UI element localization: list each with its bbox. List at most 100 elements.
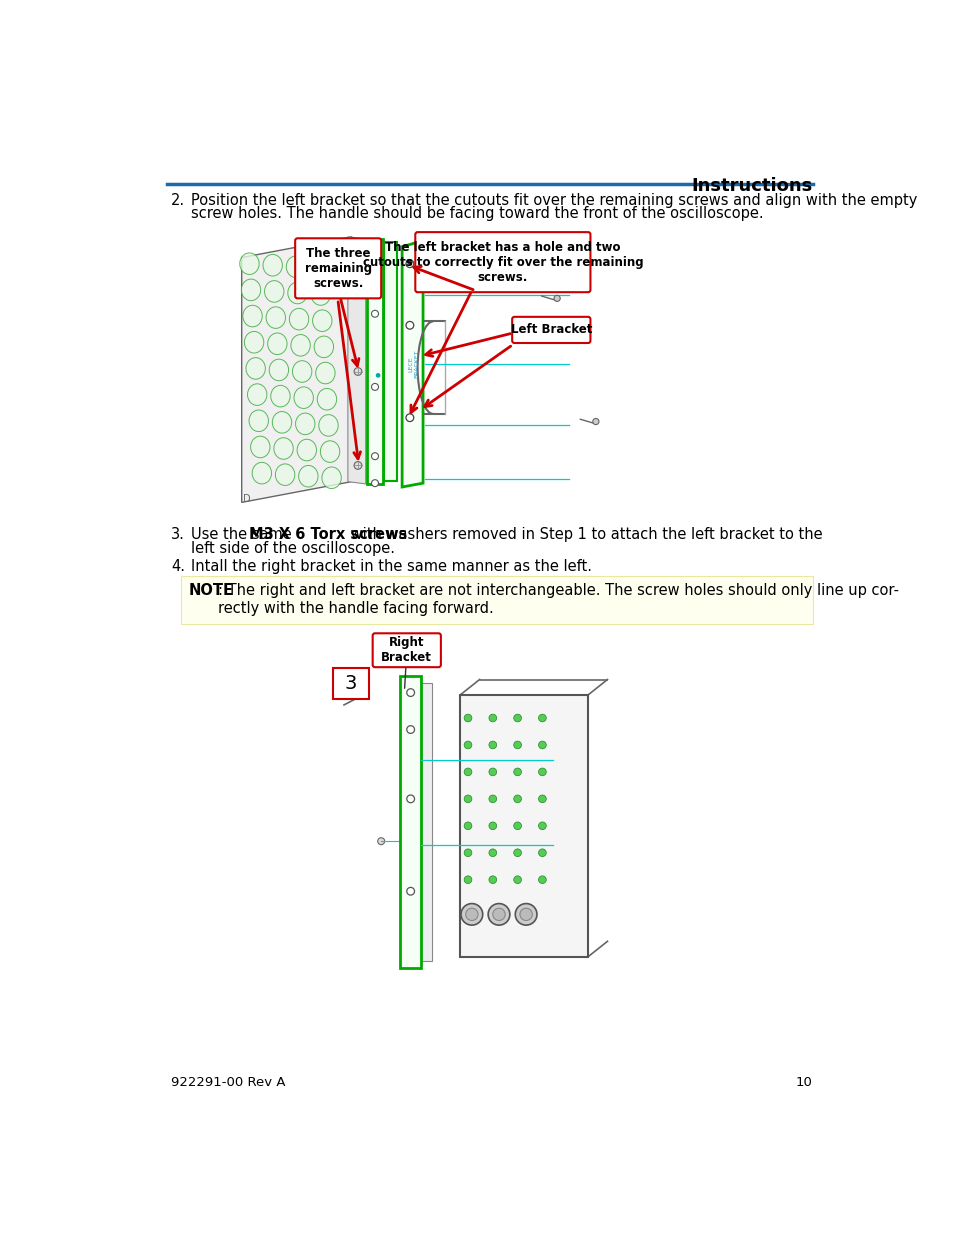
Circle shape <box>354 368 361 375</box>
Text: Left Bracket: Left Bracket <box>510 324 592 336</box>
Polygon shape <box>402 241 422 487</box>
Text: with washers removed in Step 1 to attach the left bracket to the: with washers removed in Step 1 to attach… <box>346 527 822 542</box>
Circle shape <box>513 848 521 857</box>
Text: Intall the right bracket in the same manner as the left.: Intall the right bracket in the same man… <box>191 559 591 574</box>
Circle shape <box>406 795 415 803</box>
Circle shape <box>465 908 477 920</box>
Circle shape <box>513 795 521 803</box>
Polygon shape <box>348 237 365 484</box>
Ellipse shape <box>244 331 264 353</box>
Circle shape <box>488 714 497 721</box>
Circle shape <box>406 888 415 895</box>
Polygon shape <box>367 240 382 484</box>
Text: Instructions: Instructions <box>691 178 812 195</box>
Ellipse shape <box>272 411 292 433</box>
Circle shape <box>371 479 378 487</box>
Ellipse shape <box>294 387 313 409</box>
Ellipse shape <box>291 335 310 356</box>
Circle shape <box>493 908 505 920</box>
Text: 3.: 3. <box>171 527 185 542</box>
Text: Position the left bracket so that the cutouts fit over the remaining screws and : Position the left bracket so that the cu… <box>191 193 916 207</box>
FancyBboxPatch shape <box>373 634 440 667</box>
Circle shape <box>513 768 521 776</box>
Ellipse shape <box>243 305 262 327</box>
Circle shape <box>406 414 414 421</box>
Circle shape <box>371 383 378 390</box>
Circle shape <box>464 768 472 776</box>
Circle shape <box>354 462 361 469</box>
Ellipse shape <box>311 284 330 305</box>
Ellipse shape <box>241 279 260 300</box>
FancyBboxPatch shape <box>333 668 369 699</box>
Text: The left bracket has a hole and two
cutouts to correctly fit over the remaining
: The left bracket has a hole and two cuto… <box>362 241 642 284</box>
Text: : The right and left bracket are not interchangeable. The screw holes should onl: : The right and left bracket are not int… <box>218 583 899 616</box>
Circle shape <box>377 837 384 845</box>
Circle shape <box>519 908 532 920</box>
Circle shape <box>371 453 378 459</box>
Ellipse shape <box>252 462 272 484</box>
Circle shape <box>375 373 380 378</box>
Circle shape <box>537 823 546 830</box>
Ellipse shape <box>275 464 294 485</box>
Circle shape <box>464 876 472 883</box>
Text: 4.: 4. <box>171 559 185 574</box>
Ellipse shape <box>286 256 305 278</box>
Circle shape <box>537 876 546 883</box>
Circle shape <box>537 848 546 857</box>
Circle shape <box>371 310 378 317</box>
Circle shape <box>354 272 361 279</box>
Ellipse shape <box>266 306 285 329</box>
Circle shape <box>537 768 546 776</box>
Circle shape <box>464 714 472 721</box>
FancyBboxPatch shape <box>181 577 812 624</box>
Circle shape <box>406 321 414 330</box>
Circle shape <box>537 741 546 748</box>
Ellipse shape <box>317 389 336 410</box>
Ellipse shape <box>247 384 267 405</box>
Text: The three
remaining
screws.: The three remaining screws. <box>304 247 372 290</box>
Circle shape <box>488 768 497 776</box>
Circle shape <box>488 795 497 803</box>
Text: left side of the oscilloscope.: left side of the oscilloscope. <box>191 541 395 556</box>
Ellipse shape <box>293 361 312 383</box>
Ellipse shape <box>269 359 289 380</box>
Text: LECE
BRACKET: LECE BRACKET <box>408 350 418 378</box>
Polygon shape <box>384 242 396 480</box>
Circle shape <box>407 259 412 264</box>
Circle shape <box>513 823 521 830</box>
Circle shape <box>488 741 497 748</box>
Ellipse shape <box>271 385 290 406</box>
Circle shape <box>488 876 497 883</box>
Text: D: D <box>243 494 251 504</box>
Ellipse shape <box>313 310 332 331</box>
Text: 2.: 2. <box>171 193 185 207</box>
Text: 922291-00 Rev A: 922291-00 Rev A <box>171 1076 285 1089</box>
Ellipse shape <box>264 280 284 303</box>
Circle shape <box>513 741 521 748</box>
Text: NOTE: NOTE <box>189 583 233 598</box>
Ellipse shape <box>268 333 287 354</box>
Circle shape <box>464 795 472 803</box>
Circle shape <box>464 741 472 748</box>
Text: M3 X 6 Torx screws: M3 X 6 Torx screws <box>249 527 407 542</box>
FancyBboxPatch shape <box>415 232 590 293</box>
Circle shape <box>488 848 497 857</box>
Ellipse shape <box>251 436 270 458</box>
Circle shape <box>464 823 472 830</box>
Circle shape <box>406 726 415 734</box>
Circle shape <box>375 269 380 274</box>
FancyBboxPatch shape <box>294 238 381 299</box>
Ellipse shape <box>289 309 309 330</box>
Circle shape <box>513 714 521 721</box>
Ellipse shape <box>309 258 329 279</box>
Circle shape <box>592 419 598 425</box>
Ellipse shape <box>263 254 282 275</box>
FancyBboxPatch shape <box>421 683 432 961</box>
Ellipse shape <box>298 466 317 487</box>
Text: Use the same: Use the same <box>191 527 295 542</box>
Polygon shape <box>241 237 352 503</box>
Circle shape <box>460 904 482 925</box>
Circle shape <box>406 259 414 268</box>
Circle shape <box>358 690 367 699</box>
Text: Right
Bracket: Right Bracket <box>381 636 432 664</box>
